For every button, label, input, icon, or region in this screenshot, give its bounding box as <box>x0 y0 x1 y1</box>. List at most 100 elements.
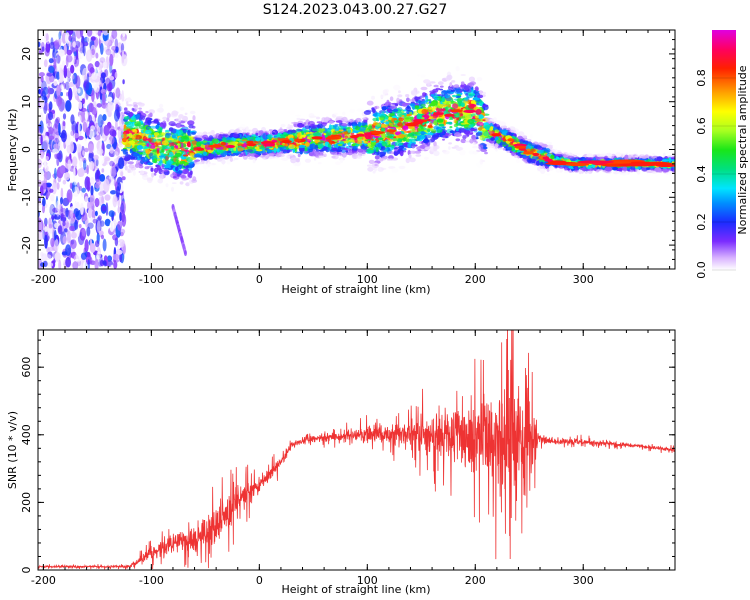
spectrogram-cell <box>382 89 388 95</box>
spectrogram-cell <box>98 191 104 196</box>
spectrogram-cell <box>40 151 44 159</box>
spectrogram-cell <box>44 217 48 227</box>
spectrogram-cell <box>42 140 49 152</box>
spectrogram-cell <box>62 121 66 127</box>
spectrogram-cell <box>470 128 478 131</box>
spectrogram-cell <box>194 159 201 162</box>
spectrogram-cell <box>165 129 170 133</box>
spectrogram-cell <box>41 90 46 101</box>
spectrogram-cell <box>116 249 123 255</box>
spectrogram-cell <box>371 95 375 100</box>
spectrogram-cell <box>52 129 59 143</box>
spectrogram-cell <box>101 195 104 204</box>
spectrogram-cell <box>297 153 301 158</box>
spectrogram-cell <box>56 182 60 190</box>
spectrogram-cell <box>179 106 185 111</box>
spectrogram-cell <box>398 90 401 94</box>
spectrogram-cell <box>45 33 49 43</box>
spectrogram-cell <box>62 113 67 120</box>
spectrogram-cell <box>103 46 110 52</box>
spectrogram-cell <box>145 110 149 114</box>
spectrogram-cell <box>370 148 374 151</box>
spectrogram-cell <box>112 194 118 208</box>
spectrogram-cell <box>87 222 94 229</box>
spectrogram-cell <box>43 159 47 169</box>
spectrogram-cell <box>124 112 128 115</box>
spectrogram-cell <box>62 235 67 244</box>
spectrogram-cell <box>108 210 115 218</box>
spectrogram-cell <box>307 120 315 127</box>
spectrogram-cell <box>83 79 90 91</box>
spectrogram-cell <box>96 148 104 155</box>
spectrogram-cell <box>58 259 62 269</box>
spectrogram-cell <box>60 197 63 205</box>
spectrogram-cell <box>48 58 54 64</box>
spectrogram-cell <box>94 240 100 248</box>
spectrogram-cell <box>84 147 89 153</box>
spectrogram-cell <box>134 105 139 111</box>
spectrogram-cell <box>389 96 394 101</box>
spectrogram-cell <box>94 133 101 141</box>
spectrogram-cell <box>179 181 184 185</box>
spectrogram-cell <box>280 123 286 128</box>
spectrogram-cell <box>45 41 51 53</box>
spectrogram-cell <box>51 215 55 220</box>
spectrogram-cell <box>118 239 125 244</box>
spectrogram-cell <box>65 207 69 218</box>
spectrogram-cell <box>73 166 76 181</box>
spectrogram-cell <box>426 132 434 135</box>
spectrogram-cell <box>407 143 411 148</box>
spectrogram-cell <box>172 176 177 178</box>
spectrogram-cell <box>121 176 126 181</box>
spectrogram-cell <box>313 157 317 161</box>
spectrogram-cell <box>93 154 99 161</box>
spectrogram-cell <box>94 258 99 269</box>
spectrogram-cell <box>316 116 320 120</box>
spectrogram-cell <box>147 126 151 129</box>
spectrogram-cell <box>199 161 203 165</box>
spectrogram-cell <box>147 162 154 165</box>
spectrogram-cell <box>409 99 413 102</box>
spectrogram-cell <box>84 196 89 204</box>
spectrogram-cell <box>105 48 112 56</box>
spectrogram-cell <box>66 144 73 154</box>
spectrogram-cell <box>374 155 380 160</box>
spectrogram-cell <box>83 159 87 171</box>
spectrogram-cell <box>39 168 45 178</box>
spectrogram-cell <box>100 42 104 55</box>
spectrogram-cell <box>564 171 570 174</box>
spectrogram-cell <box>405 94 410 98</box>
spectrogram-cell <box>114 237 119 247</box>
spectrogram-cell <box>58 49 65 57</box>
spectrogram-cell <box>96 251 101 260</box>
spectrogram-cell <box>39 221 42 232</box>
spectrogram-cell <box>69 217 75 224</box>
spectrogram-cell <box>393 84 401 91</box>
spectrogram-cell <box>122 79 125 85</box>
spectrogram-cell <box>74 30 78 37</box>
spectrogram-cell <box>385 121 390 125</box>
spectrogram-cell <box>104 194 111 201</box>
spectrogram-cell <box>53 143 59 150</box>
spectrogram-cell <box>156 108 164 113</box>
spectrogram-cell <box>93 83 100 93</box>
spectrogram-cell <box>498 147 503 150</box>
spectrogram-cell <box>89 243 96 253</box>
spectrogram-cell <box>47 246 54 252</box>
spectrogram-cell <box>94 210 98 217</box>
spectrogram-cell <box>100 124 103 137</box>
spectrogram-cell <box>58 38 63 44</box>
spectrogram-cell <box>94 182 100 189</box>
spectrogram-cell <box>268 153 275 157</box>
spectrogram-cell <box>115 163 120 171</box>
spectrogram-cell <box>105 104 112 115</box>
spectrogram-cell <box>87 208 93 219</box>
spectrogram-cell <box>109 220 115 232</box>
spectrogram-cell <box>75 66 81 72</box>
spectrogram-cell <box>103 124 110 136</box>
spectrogram-cell <box>94 197 100 208</box>
spectrogram-cell <box>218 134 222 139</box>
spectrogram-cell <box>162 116 168 120</box>
spectrogram-cell <box>101 91 106 106</box>
spectrogram-cell <box>324 116 330 122</box>
